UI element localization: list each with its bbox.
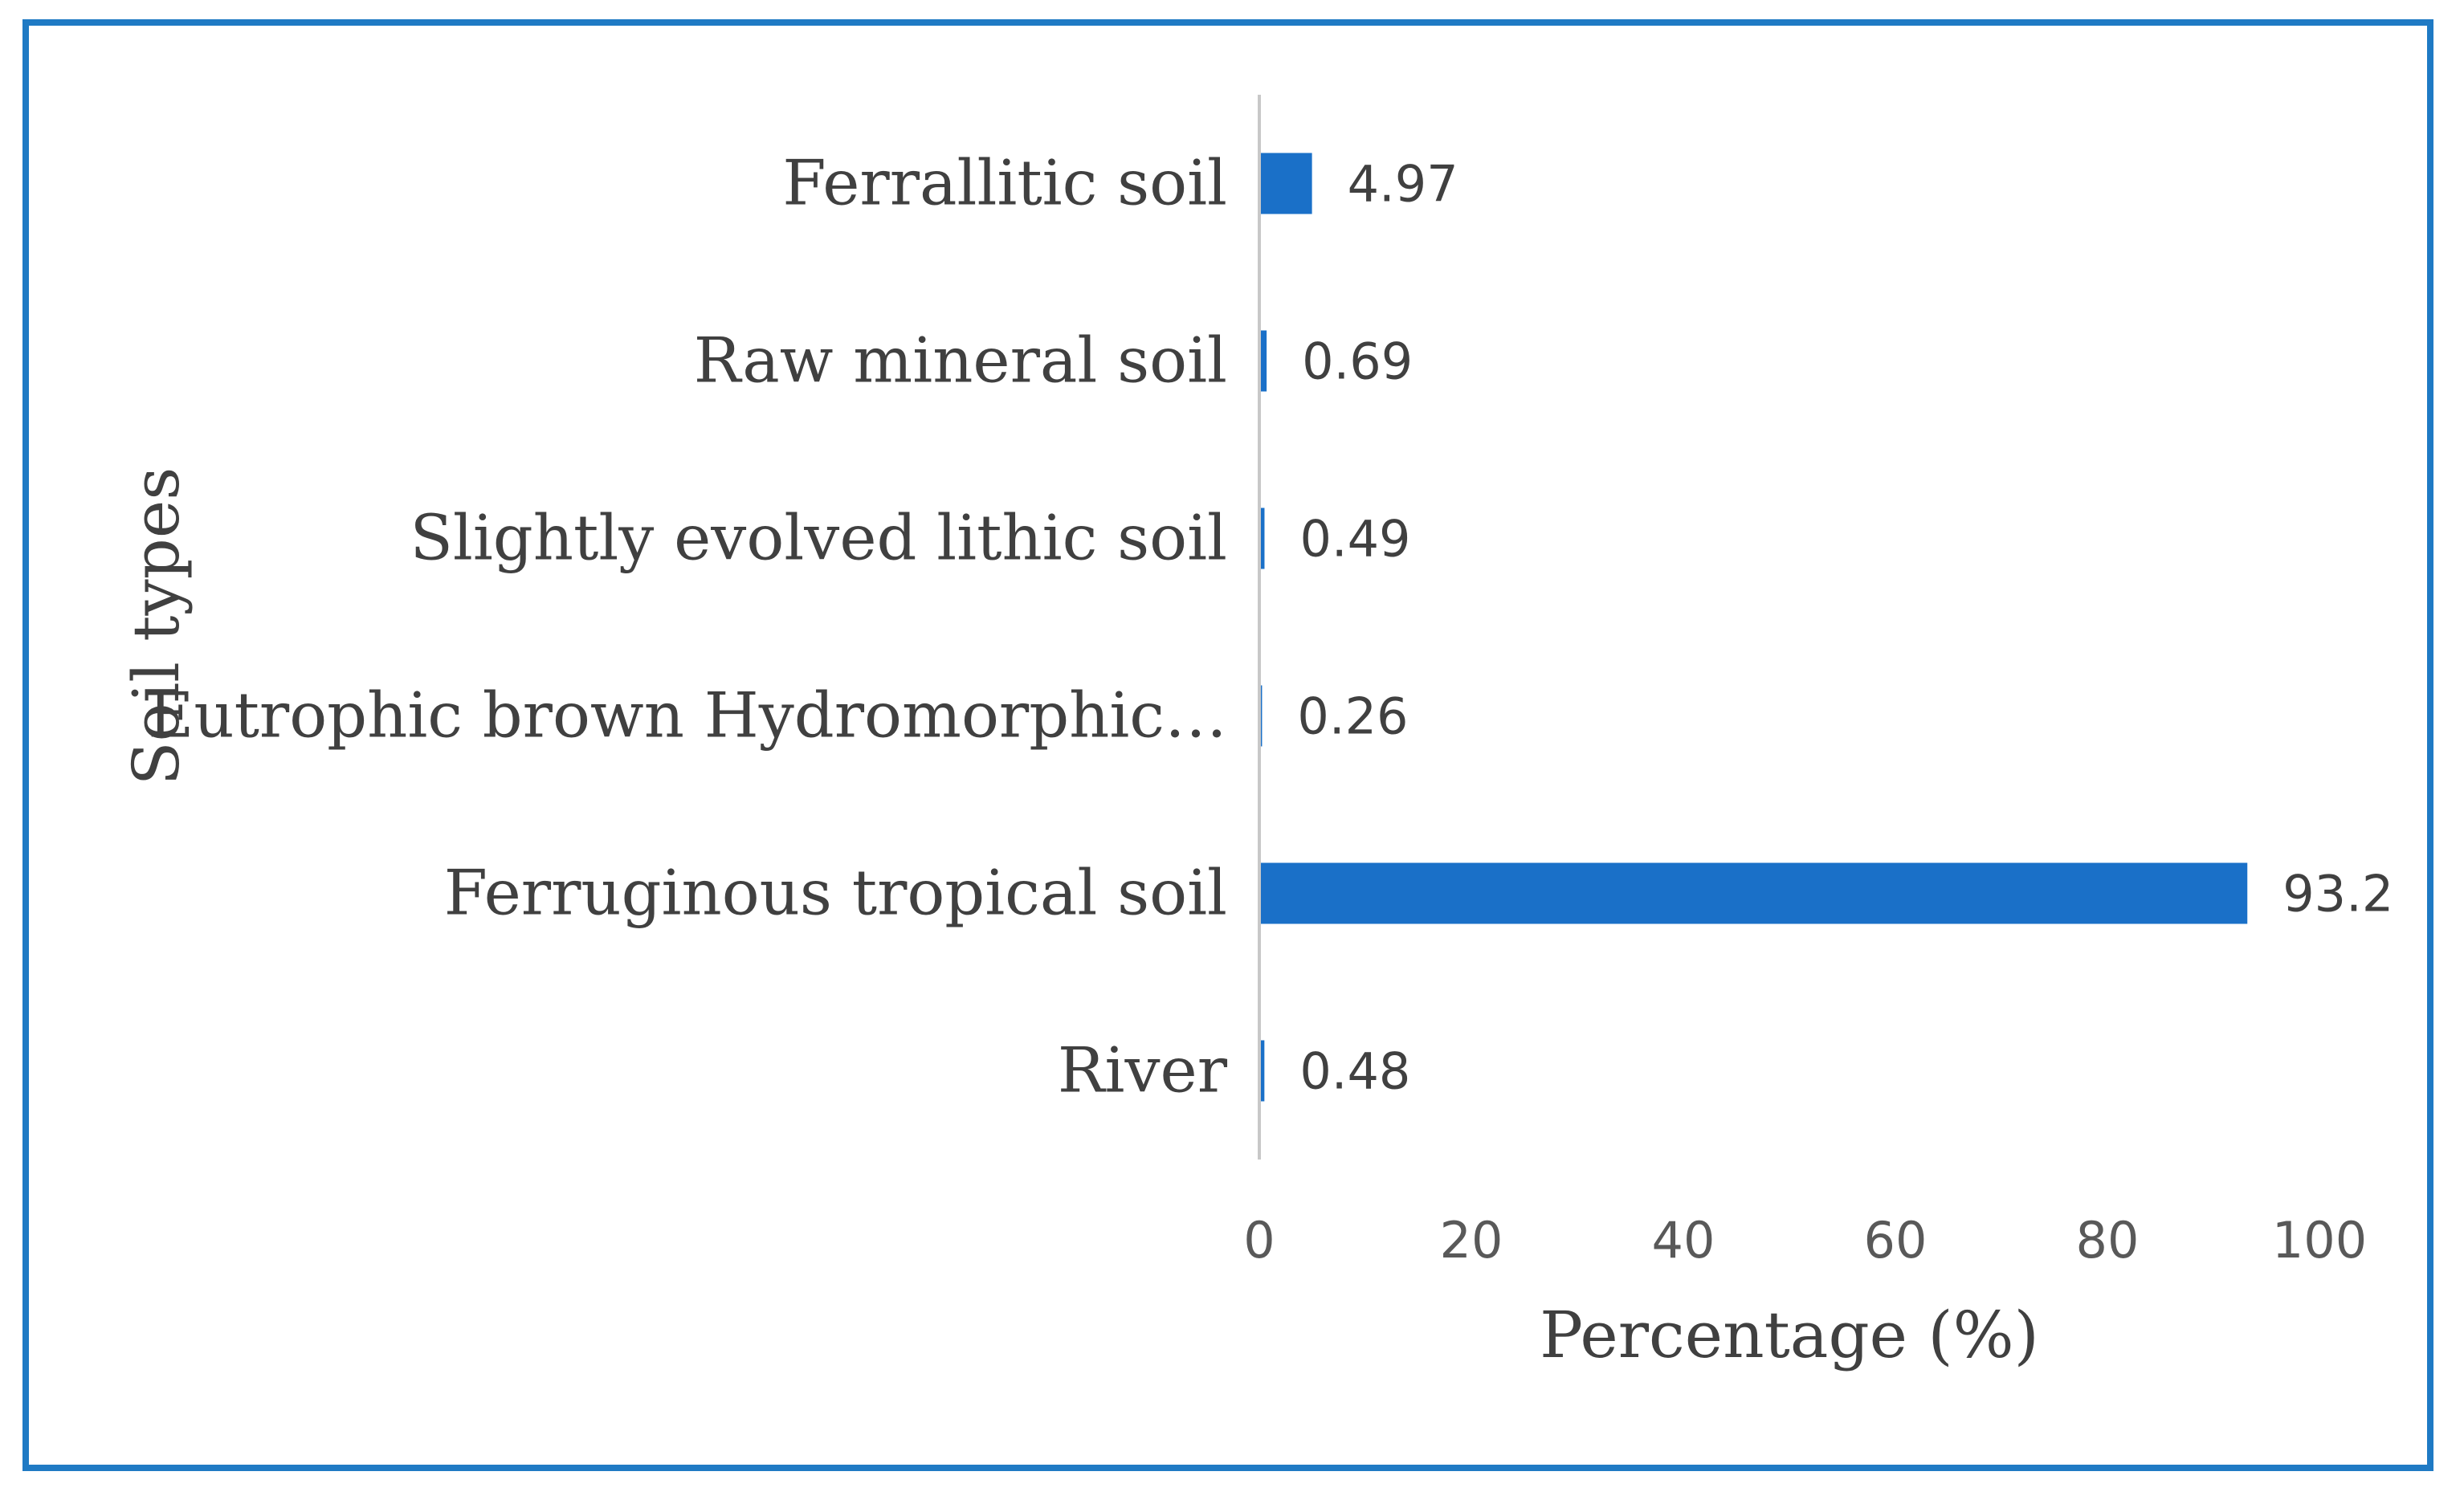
category-label-1: Raw mineral soil — [694, 325, 1227, 397]
x-tick-label-5: 100 — [2272, 1211, 2367, 1270]
x-tick-label-3: 60 — [1864, 1211, 1928, 1270]
x-tick-label-2: 40 — [1652, 1211, 1715, 1270]
x-tick-labels: 0 20 40 60 80 100 — [1243, 1211, 2367, 1270]
value-labels: 4.97 0.69 0.49 0.26 93.2 0.48 — [1297, 155, 2393, 1101]
category-label-2: Slightly evolved lithic soil — [410, 503, 1227, 575]
y-axis-title: Soil types — [119, 467, 194, 786]
category-labels: Ferrallitic soil Raw mineral soil Slightly… — [148, 148, 1227, 1107]
data-label-3: 0.26 — [1297, 687, 1408, 746]
data-label-1: 0.69 — [1302, 332, 1413, 391]
bar-0 — [1259, 153, 1312, 214]
data-label-5: 0.48 — [1299, 1042, 1410, 1101]
bar-4 — [1259, 862, 2248, 924]
x-axis-title: Percentage (%) — [1540, 1298, 2039, 1372]
data-label-4: 93.2 — [2282, 865, 2393, 923]
bar-1 — [1259, 330, 1267, 392]
category-label-0: Ferrallitic soil — [782, 148, 1227, 220]
x-tick-label-0: 0 — [1243, 1211, 1275, 1270]
category-label-3: Eutrophic brown Hydromorphic… — [148, 680, 1227, 752]
category-label-4: Ferruginous tropical soil — [444, 858, 1227, 930]
x-tick-label-4: 80 — [2076, 1211, 2140, 1270]
category-label-5: River — [1058, 1035, 1228, 1107]
bar-5 — [1259, 1040, 1265, 1102]
data-label-0: 4.97 — [1348, 155, 1458, 214]
chart-frame — [22, 19, 2433, 1471]
x-tick-label-1: 20 — [1440, 1211, 1503, 1270]
bars-layer — [1259, 153, 2248, 1102]
bar-2 — [1259, 507, 1265, 569]
data-label-2: 0.49 — [1299, 510, 1410, 569]
